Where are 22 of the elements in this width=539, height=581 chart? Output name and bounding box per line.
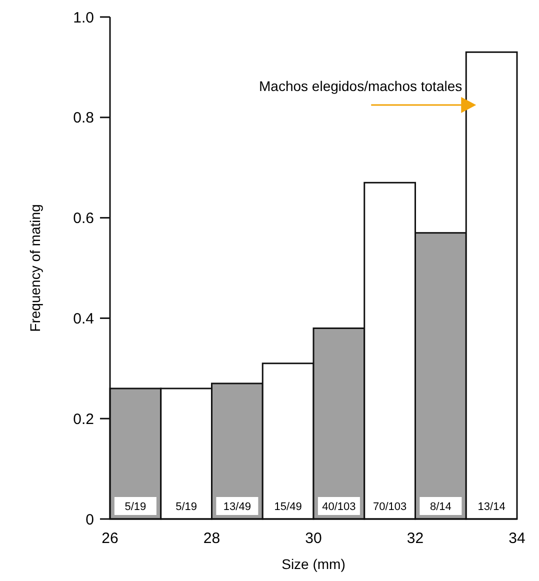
data-label: 40/103 — [322, 501, 356, 513]
x-tick-label: 28 — [203, 530, 220, 547]
x-axis-title: Size (mm) — [282, 556, 346, 572]
data-label: 8/14 — [430, 501, 452, 513]
x-tick-label: 32 — [406, 530, 424, 547]
data-label: 13/49 — [223, 501, 251, 513]
data-label: 5/19 — [124, 501, 146, 513]
x-tick-label: 30 — [305, 530, 322, 547]
y-tick-label: 0 — [86, 511, 94, 528]
data-label: 15/49 — [274, 501, 302, 513]
annotation: Machos elegidos/machos totales — [259, 78, 462, 94]
data-label: 70/103 — [372, 501, 407, 513]
y-axis-title: Frequency of mating — [27, 204, 43, 332]
data-label: 5/19 — [176, 501, 198, 513]
x-tick-label: 26 — [102, 530, 118, 547]
x-tick-label: 34 — [508, 530, 526, 547]
y-tick-label: 0.2 — [73, 410, 94, 428]
y-tick-label: 1.0 — [73, 9, 94, 26]
data-label: 13/14 — [478, 501, 506, 513]
y-tick-label: 0.8 — [73, 110, 94, 127]
y-tick-label: 0.4 — [73, 310, 94, 328]
y-tick-label: 0.6 — [73, 210, 94, 228]
